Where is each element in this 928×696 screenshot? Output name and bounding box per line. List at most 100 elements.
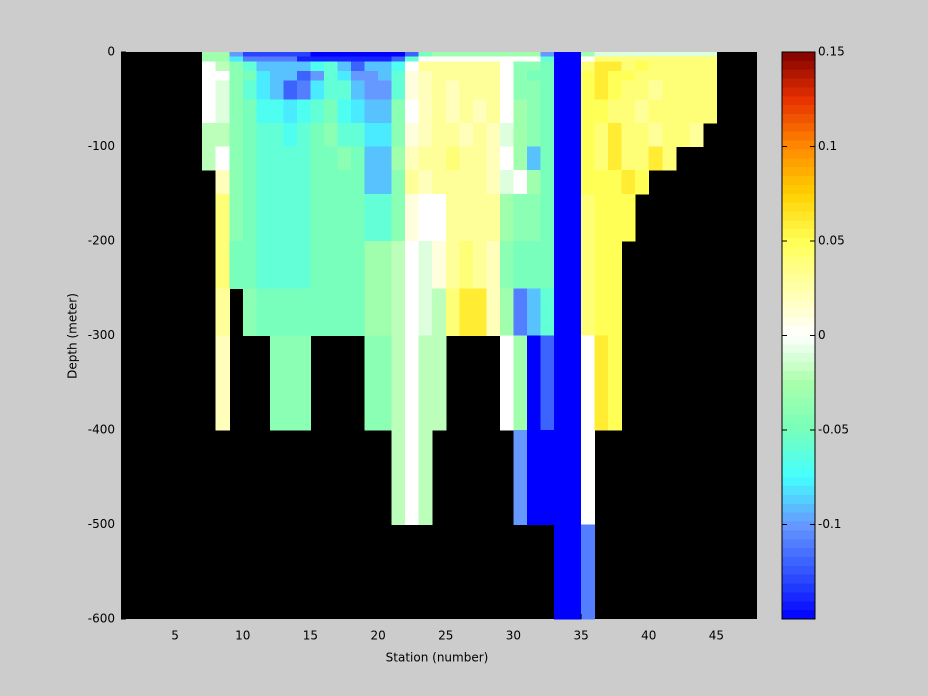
cell [486,56,501,62]
colorbar-swatch [782,539,815,549]
cell [621,99,636,124]
colorbar-swatch [782,530,815,540]
cell [283,193,298,242]
x-tick-label: 20 [370,629,385,643]
cell [675,56,690,62]
y-tick-label: -100 [88,139,115,153]
cell [689,70,704,81]
cell [662,122,677,147]
cell [242,56,257,62]
y-tick-label: -600 [88,612,115,626]
cell [351,80,366,100]
cell [445,61,460,72]
cell [269,288,284,336]
cell [310,52,325,58]
cell [256,61,271,72]
cell [486,99,501,124]
cell [608,335,623,431]
cell [229,56,244,62]
cell [323,170,339,195]
cell [486,193,501,242]
cell [581,241,596,289]
cell [242,288,257,336]
colorbar-swatch [782,610,815,620]
cell [310,70,325,81]
cell [351,122,366,147]
cell [269,146,284,171]
cell [364,122,379,147]
cell [323,80,339,100]
cell [499,193,514,242]
colorbar-swatch [782,105,815,115]
cell [256,241,271,289]
cell [554,80,569,100]
x-tick-label: 40 [641,629,656,643]
cell [351,61,366,72]
cell [296,70,311,81]
cell [202,99,217,124]
cell [499,241,514,289]
cell [499,61,514,72]
cell [608,170,623,195]
cell [540,52,555,58]
cell [526,430,541,525]
cell [581,146,596,171]
y-tick-label: 0 [107,45,115,59]
colorbar-tick-label: 0 [818,328,826,342]
cell [554,52,569,58]
cell [662,61,677,72]
cell [418,335,433,431]
cell [202,61,217,72]
colorbar-swatch [782,406,815,416]
cell [635,52,650,58]
cell [526,122,541,147]
cell [635,56,650,62]
cell [229,52,244,58]
cell [310,56,325,62]
cell [378,70,393,81]
colorbar-swatch [782,255,815,266]
colorbar-swatch [782,176,815,186]
cell [540,241,555,289]
colorbar-swatch [782,220,815,230]
cell [242,193,257,242]
cell [594,335,609,431]
cell [675,99,690,124]
cell [418,146,433,171]
cell [526,70,541,81]
cell [486,146,501,171]
cell [310,122,325,147]
cell [689,61,704,72]
cell [499,70,514,81]
cell [256,56,271,62]
cell [567,241,582,289]
colorbar-swatch [782,326,815,336]
cell [472,288,487,336]
cell [432,99,447,124]
cell [432,56,447,62]
cell [242,70,257,81]
cell [405,99,420,124]
cell [648,122,663,147]
cell [269,170,284,195]
cell [526,52,541,58]
colorbar-tick-label: 0.1 [818,139,837,153]
cell [554,335,569,431]
cell [405,70,420,81]
cell [405,56,420,62]
cell [364,56,379,62]
cell [418,56,433,62]
y-tick-label: -400 [88,423,115,437]
colorbar-swatch [782,415,815,425]
colorbar-swatch [782,486,815,496]
cell [621,122,636,147]
cell [662,52,677,58]
colorbar-tick-label: -0.05 [818,423,849,437]
cell [648,99,663,124]
cell [418,170,433,195]
cell [391,56,406,62]
cell [215,56,230,62]
colorbar-swatch [782,583,815,593]
cell [621,61,636,72]
cell [378,193,393,242]
